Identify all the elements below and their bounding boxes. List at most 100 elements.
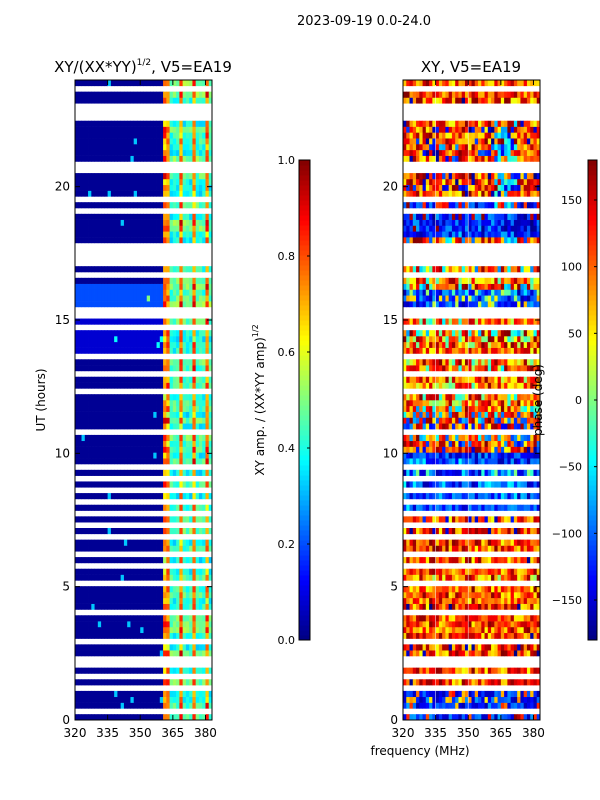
heatmap-cell [422, 516, 427, 523]
heatmap-cell [533, 603, 538, 610]
heatmap-cell [442, 481, 446, 488]
heatmap-cell [208, 173, 213, 180]
heatmap-cell [458, 586, 463, 593]
heatmap-cell [172, 97, 177, 104]
heatmap-cell [536, 568, 541, 575]
heatmap-cell [412, 702, 417, 709]
heatmap-cell [513, 458, 518, 465]
heatmap-cell [195, 237, 200, 244]
heatmap-cell [81, 359, 86, 366]
heatmap-cell [494, 440, 498, 447]
heatmap-cell [91, 434, 95, 442]
heatmap-cell [94, 690, 99, 698]
heatmap-cell [130, 213, 135, 220]
heatmap-cell [88, 626, 92, 634]
heatmap-cell [176, 330, 180, 337]
heatmap-cell [192, 91, 197, 98]
heatmap-cell [166, 330, 170, 337]
heatmap-cell [189, 382, 193, 389]
heatmap-cell [481, 696, 485, 703]
heatmap-cell [127, 173, 131, 180]
heatmap-cell [419, 644, 423, 651]
heatmap-cell [526, 481, 531, 488]
heatmap-cell [127, 597, 131, 604]
heatmap-cell [182, 516, 187, 523]
heatmap-cell [484, 458, 489, 465]
heatmap-cell [169, 696, 174, 703]
heatmap-cell [114, 539, 118, 546]
heatmap-cell [146, 481, 151, 488]
heatmap-cell [192, 289, 197, 296]
heatmap-cell [81, 592, 86, 599]
heatmap-cell [189, 213, 193, 220]
heatmap-cell [445, 650, 450, 657]
heatmap-cell [150, 144, 154, 151]
heatmap-cell [146, 80, 151, 87]
heatmap-cell [202, 173, 206, 180]
heatmap-cell [205, 481, 210, 488]
heatmap-cell [133, 650, 138, 657]
heatmap-cell [185, 173, 190, 180]
heatmap-cell [150, 376, 154, 383]
heatmap-cell [195, 144, 200, 151]
heatmap-cell [120, 667, 125, 674]
heatmap-cell [464, 696, 469, 703]
heatmap-cell [81, 545, 86, 552]
heatmap-cell [91, 237, 95, 244]
heatmap-cell [523, 539, 528, 546]
heatmap-cell [198, 452, 203, 459]
colorbar-strip [299, 220, 310, 226]
heatmap-cell [136, 423, 141, 430]
heatmap-cell [451, 679, 456, 686]
heatmap-cell [159, 586, 164, 593]
heatmap-cell [497, 452, 502, 459]
heatmap-cell [163, 132, 167, 139]
heatmap-cell [481, 481, 485, 488]
heatmap-cell [412, 359, 417, 366]
heatmap-cell [517, 714, 521, 721]
heatmap-cell [176, 155, 180, 162]
heatmap-cell [484, 365, 489, 372]
heatmap-cell [419, 574, 423, 581]
heatmap-cell [130, 138, 135, 145]
heatmap-cell [97, 434, 102, 442]
heatmap-cell [159, 173, 164, 180]
heatmap-cell [468, 481, 472, 488]
heatmap-cell [140, 603, 144, 610]
heatmap-cell [166, 202, 170, 209]
heatmap-cell [91, 417, 95, 424]
heatmap-cell [513, 394, 518, 401]
heatmap-cell [150, 592, 154, 599]
heatmap-cell [419, 400, 423, 407]
heatmap-cell [438, 621, 443, 628]
heatmap-cell [163, 173, 167, 180]
heatmap-cell [153, 446, 157, 453]
heatmap-cell [133, 702, 138, 709]
heatmap-cell [195, 91, 200, 98]
heatmap-cell [448, 411, 453, 418]
heatmap-cell [445, 434, 450, 442]
heatmap-cell [172, 696, 177, 703]
heatmap-cell [130, 219, 135, 226]
heatmap-cell [526, 504, 531, 511]
heatmap-cell [195, 458, 200, 465]
heatmap-cell [140, 568, 144, 575]
colorbar-strip [299, 365, 310, 371]
heatmap-cell [146, 394, 151, 401]
heatmap-cell [435, 405, 440, 412]
heatmap-cell [114, 568, 118, 575]
heatmap-cell [530, 586, 534, 593]
heatmap-cell [494, 615, 498, 622]
heatmap-cell [179, 434, 184, 442]
heatmap-cell [205, 382, 210, 389]
heatmap-cell [84, 301, 89, 308]
heatmap-cell [120, 446, 125, 453]
heatmap-cell [455, 714, 459, 721]
heatmap-cell [185, 702, 190, 709]
heatmap-cell [474, 597, 479, 604]
heatmap-cell [464, 365, 469, 372]
heatmap-cell [94, 149, 99, 156]
heatmap-cell [166, 586, 170, 593]
heatmap-cell [435, 365, 440, 372]
